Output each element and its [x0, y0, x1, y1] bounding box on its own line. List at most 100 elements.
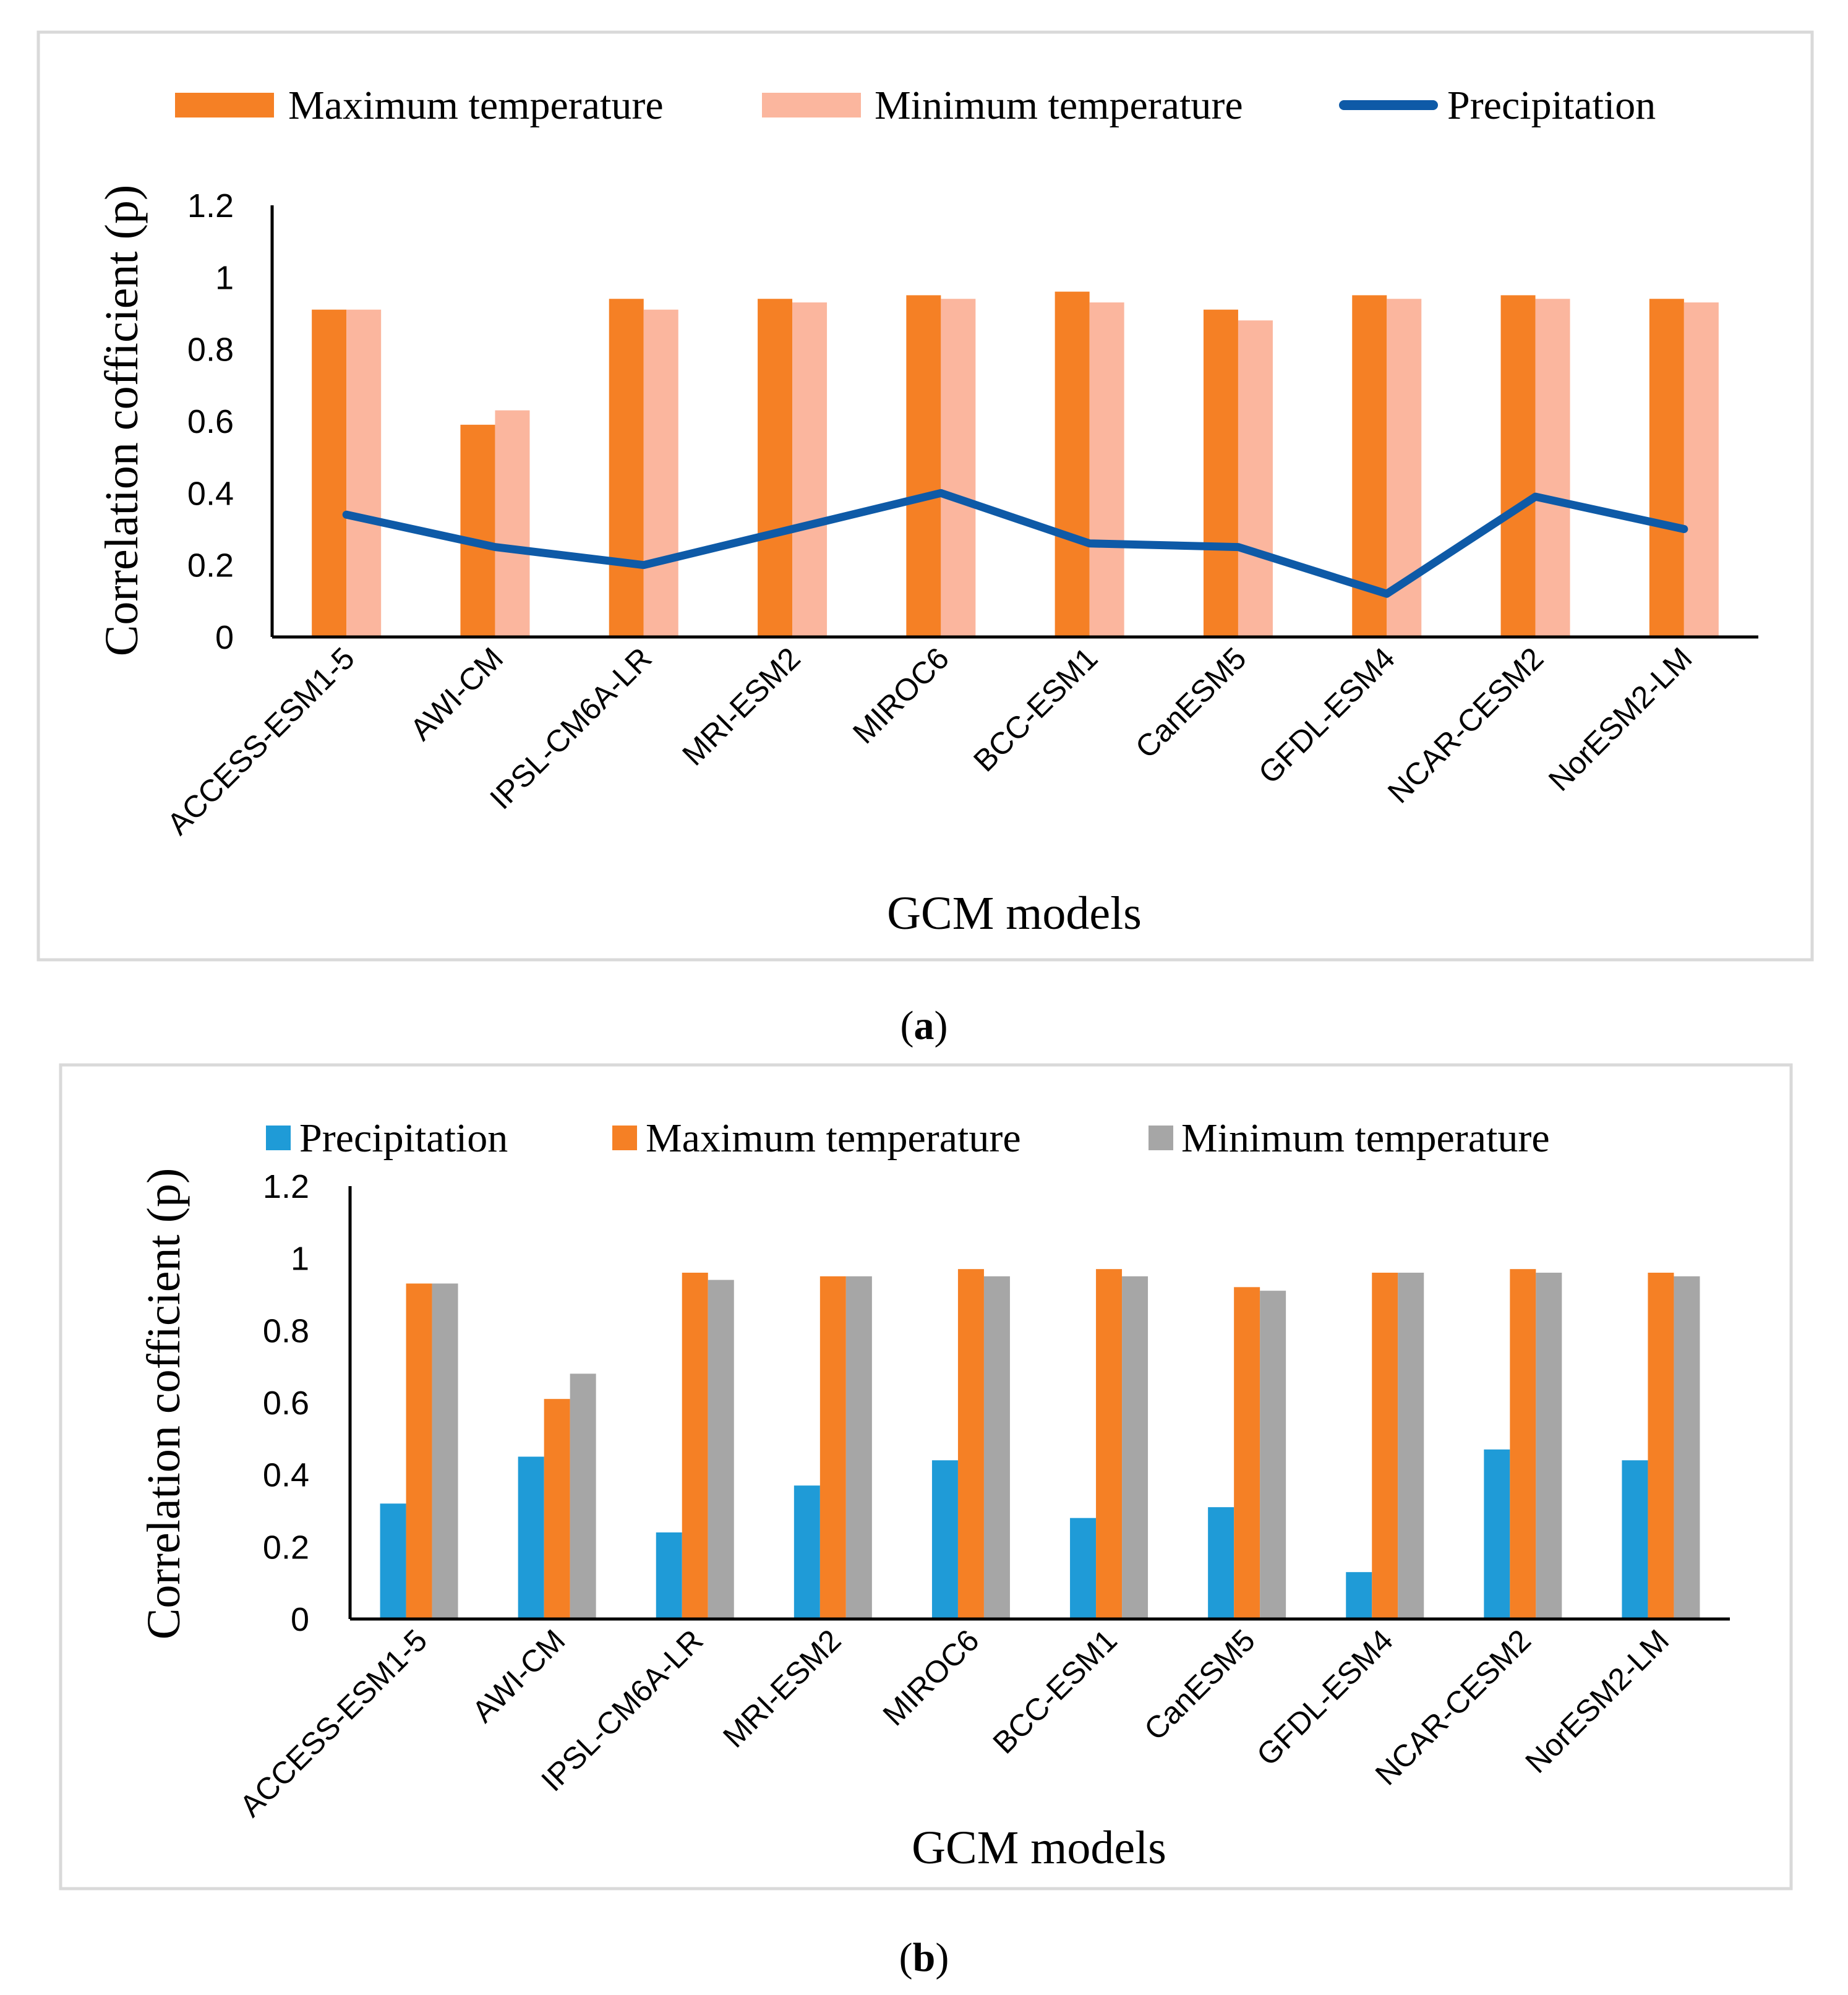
- x-tick-label: NorESM2-LM: [1518, 1623, 1675, 1780]
- bar: [1346, 1572, 1372, 1619]
- x-tick-label: NCAR-CESM2: [1381, 641, 1550, 810]
- bar: [1398, 1273, 1424, 1619]
- bar: [1510, 1269, 1536, 1619]
- x-tick-label: BCC-ESM1: [986, 1623, 1124, 1760]
- caption-letter: b: [913, 1935, 936, 1980]
- x-tick-label: BCC-ESM1: [967, 641, 1104, 778]
- bar: [432, 1283, 458, 1619]
- bar: [1649, 299, 1684, 637]
- y-axis-title: Correlation cofficient (p): [138, 1168, 190, 1640]
- bar: [1054, 291, 1090, 638]
- y-axis-ticks: 0 0.2 0.4 0.6 0.8 1 1.2: [187, 187, 234, 656]
- y-tick-label: 0: [291, 1601, 309, 1638]
- bar: [906, 295, 941, 638]
- x-tick-label: ACCESS-ESM1-5: [160, 641, 361, 841]
- panel-caption-a: (a): [900, 1003, 948, 1048]
- bar: [656, 1532, 682, 1619]
- y-tick-label: 1: [291, 1241, 309, 1278]
- x-tick-label: CanESM5: [1137, 1623, 1262, 1747]
- bar: [1674, 1276, 1700, 1619]
- x-tick-label: MRI-ESM2: [675, 641, 806, 772]
- x-tick-label: MIROC6: [846, 641, 956, 750]
- bar: [1260, 1291, 1286, 1619]
- legend-label: Maximum temperature: [288, 83, 664, 128]
- bar: [708, 1279, 734, 1619]
- bar: [957, 1269, 984, 1619]
- bar: [792, 302, 828, 637]
- bar: [544, 1399, 570, 1619]
- legend-swatch: [612, 1126, 637, 1150]
- y-tick-label: 0.4: [263, 1457, 309, 1494]
- bar: [1352, 295, 1387, 638]
- panel-caption-b: (b): [899, 1935, 949, 1980]
- bar: [758, 299, 793, 637]
- legend: Maximum temperature Minimum temperature Pr…: [175, 83, 1656, 128]
- legend-label: Precipitation: [1447, 83, 1656, 128]
- y-tick-label: 0.8: [187, 331, 234, 369]
- bar: [1208, 1507, 1234, 1619]
- x-tick-label: GFDL-ESM4: [1250, 1623, 1400, 1772]
- y-tick-label: 0.2: [187, 547, 234, 584]
- x-tick-label: MRI-ESM2: [716, 1623, 847, 1754]
- bar: [1089, 302, 1124, 637]
- y-tick-label: 0.6: [263, 1385, 309, 1422]
- y-tick-label: 0.6: [187, 403, 234, 440]
- legend-label: Minimum temperature: [1181, 1116, 1550, 1161]
- x-tick-label: AWI-CM: [403, 641, 510, 747]
- legend-swatch: [175, 93, 274, 117]
- bar: [1500, 295, 1536, 638]
- bar: [346, 309, 382, 637]
- bar: [643, 309, 678, 637]
- legend-swatch: [1149, 1126, 1173, 1150]
- x-tick-label: CanESM5: [1129, 641, 1253, 765]
- bar: [518, 1456, 544, 1619]
- bar: [570, 1373, 596, 1619]
- y-tick-label: 0.2: [263, 1529, 309, 1566]
- bar: [819, 1276, 846, 1619]
- bar: [1622, 1460, 1648, 1619]
- bar: [1096, 1269, 1123, 1619]
- x-axis-title: GCM models: [887, 887, 1142, 939]
- x-tick-label: ACCESS-ESM1-5: [233, 1623, 434, 1823]
- bar: [495, 410, 530, 637]
- legend: Precipitation Maximum temperature Minimum …: [266, 1116, 1550, 1161]
- bar: [1070, 1518, 1097, 1619]
- bar: [794, 1485, 820, 1619]
- chart-panel-b: Precipitation Maximum temperature Minimum …: [59, 1063, 1793, 1890]
- bar: [1683, 302, 1719, 637]
- bar: [983, 1276, 1010, 1619]
- y-tick-label: 0: [215, 619, 234, 656]
- caption-letter: a: [914, 1003, 935, 1048]
- panel-frame: [36, 30, 1814, 962]
- bar: [1234, 1287, 1260, 1619]
- bar-group: [312, 291, 1719, 638]
- legend-label: Precipitation: [299, 1116, 508, 1161]
- y-tick-label: 0.8: [263, 1312, 309, 1349]
- bar: [1648, 1273, 1674, 1619]
- bar: [1536, 1273, 1562, 1619]
- bar: [312, 309, 347, 637]
- bar: [1203, 309, 1238, 637]
- bar: [682, 1273, 708, 1619]
- legend-label: Minimum temperature: [875, 83, 1243, 128]
- bar: [460, 424, 495, 637]
- legend-label: Maximum temperature: [646, 1116, 1021, 1161]
- x-axis-title: GCM models: [912, 1822, 1166, 1874]
- bar: [609, 299, 644, 637]
- bar: [380, 1503, 406, 1619]
- bar: [1372, 1273, 1398, 1619]
- y-tick-label: 1.2: [263, 1168, 309, 1205]
- legend-swatch: [266, 1126, 291, 1150]
- bar: [941, 299, 976, 637]
- chart-panel-a: Maximum temperature Minimum temperature Pr…: [36, 30, 1814, 962]
- bar-group: [380, 1269, 1700, 1619]
- x-tick-label: AWI-CM: [466, 1623, 572, 1729]
- x-tick-label: GFDL-ESM4: [1252, 641, 1401, 790]
- y-axis-ticks: 0 0.2 0.4 0.6 0.8 1 1.2: [263, 1168, 309, 1638]
- bar: [406, 1283, 432, 1619]
- y-axis-title: Correlation cofficient (p): [96, 185, 148, 657]
- x-tick-label: IPSL-CM6A-LR: [483, 641, 658, 816]
- y-tick-label: 1: [215, 259, 234, 296]
